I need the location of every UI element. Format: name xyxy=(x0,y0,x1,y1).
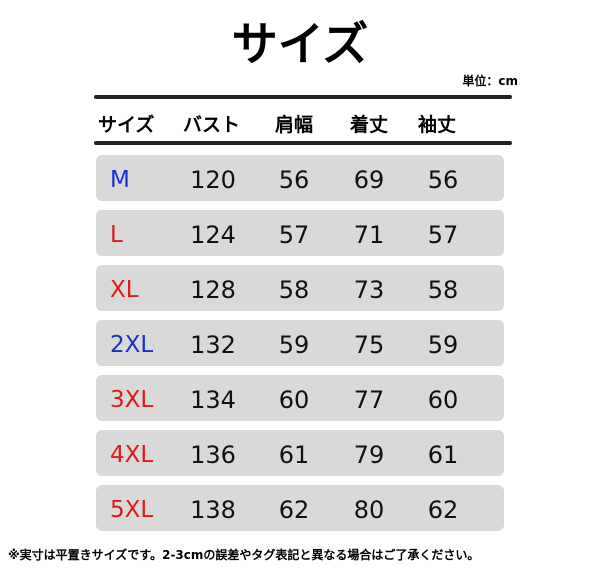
rule xyxy=(94,95,512,99)
cell-value: 132 xyxy=(190,331,236,359)
column-header: 着丈 xyxy=(350,114,389,136)
column-header: バスト xyxy=(183,114,241,136)
table-row: L 124 57 71 57 xyxy=(96,210,504,256)
size-label: 2XL xyxy=(110,332,154,358)
cell-value: 57 xyxy=(278,221,310,249)
title: サイズ xyxy=(231,17,369,71)
cell-value: 73 xyxy=(353,276,385,304)
table-row: XL 128 58 73 58 xyxy=(96,265,504,311)
cell-value: 124 xyxy=(190,221,236,249)
column-header: 袖丈 xyxy=(418,114,457,136)
footnote: ※実寸は平置きサイズです。2-3cmの誤差やタグ表記と異なる場合はご了承ください… xyxy=(8,548,480,562)
size-label: XL xyxy=(110,277,139,303)
cell-value: 56 xyxy=(427,166,459,194)
cell-value: 60 xyxy=(427,386,459,414)
table-row: 3XL 134 60 77 60 xyxy=(96,375,504,421)
cell-value: 62 xyxy=(427,496,459,524)
size-label: M xyxy=(110,167,130,193)
cell-value: 134 xyxy=(190,386,236,414)
cell-value: 59 xyxy=(278,331,310,359)
cell-value: 58 xyxy=(278,276,310,304)
cell-value: 120 xyxy=(190,166,236,194)
rule xyxy=(94,141,512,145)
cell-value: 77 xyxy=(353,386,385,414)
column-header: 肩幅 xyxy=(275,114,314,136)
cell-value: 138 xyxy=(190,496,236,524)
cell-value: 60 xyxy=(278,386,310,414)
cell-value: 57 xyxy=(427,221,459,249)
cell-value: 75 xyxy=(353,331,385,359)
cell-value: 61 xyxy=(427,441,459,469)
table-row: 2XL 132 59 75 59 xyxy=(96,320,504,366)
column-header: サイズ xyxy=(98,114,155,136)
size-label: 5XL xyxy=(110,497,154,523)
size-label: L xyxy=(110,222,123,248)
cell-value: 71 xyxy=(353,221,385,249)
unit: 単位：cm xyxy=(462,74,518,88)
cell-value: 69 xyxy=(353,166,385,194)
cell-value: 136 xyxy=(190,441,236,469)
cell-value: 62 xyxy=(278,496,310,524)
cell-value: 58 xyxy=(427,276,459,304)
cell-value: 59 xyxy=(427,331,459,359)
size-label: 4XL xyxy=(110,442,154,468)
cell-value: 61 xyxy=(278,441,310,469)
table-row: 5XL 138 62 80 62 xyxy=(96,485,504,531)
cell-value: 128 xyxy=(190,276,236,304)
size-label: 3XL xyxy=(110,387,154,413)
table-row: M 120 56 69 56 xyxy=(96,155,504,201)
table-row: 4XL 136 61 79 61 xyxy=(96,430,504,476)
cell-value: 80 xyxy=(353,496,385,524)
cell-value: 79 xyxy=(353,441,385,469)
cell-value: 56 xyxy=(278,166,310,194)
